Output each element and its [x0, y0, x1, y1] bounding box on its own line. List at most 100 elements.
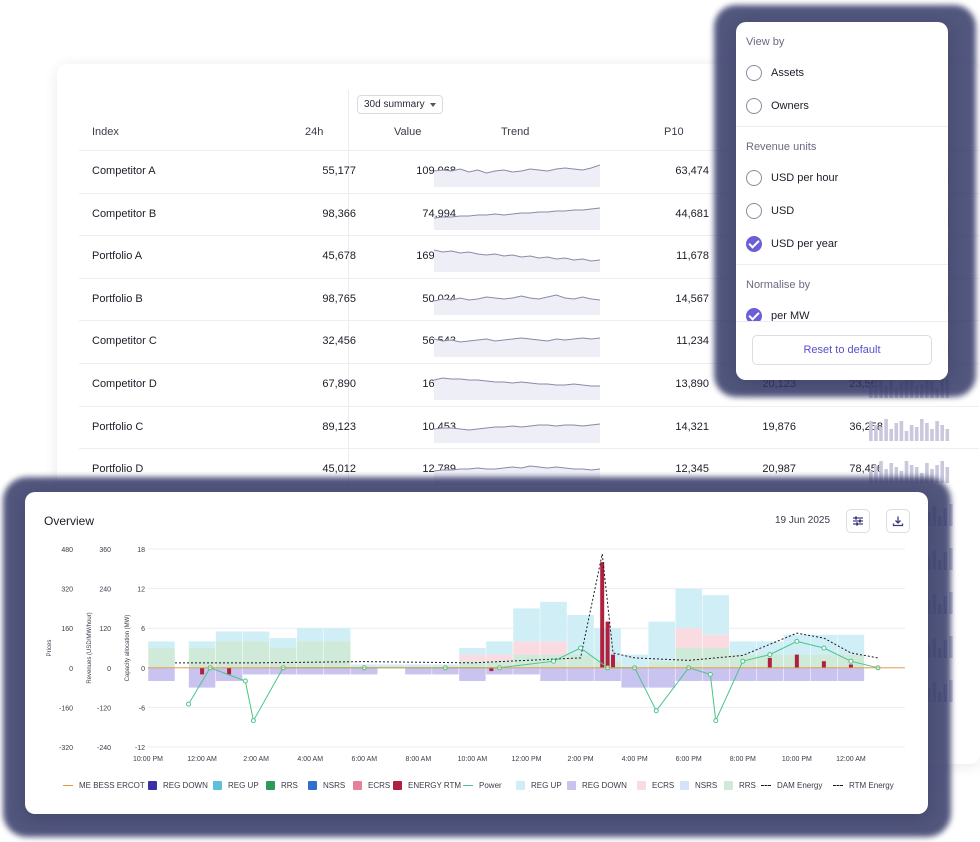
legend-item[interactable]: Power — [463, 781, 502, 790]
table-row[interactable]: Portfolio C 89,123 10,453 14,321 19,876 36,25… — [79, 405, 979, 448]
axis-title-revenues: Revenues (USD/MW/hour) — [87, 612, 93, 683]
cell-index: Portfolio B — [92, 292, 143, 305]
reg-down-bar — [486, 667, 513, 675]
x-tick-label: 12:00 AM — [836, 756, 866, 763]
ecrs-bar — [459, 654, 486, 662]
option-usd-per-year[interactable]: USD per year — [746, 234, 838, 254]
legend-item[interactable]: RRS — [266, 781, 298, 790]
cell-24h: 89,123 — [322, 420, 356, 433]
reg-down-bar — [432, 667, 459, 675]
reg-down-bar — [242, 667, 270, 675]
legend-item[interactable]: NSRS — [308, 781, 345, 790]
overview-date[interactable]: 19 Jun 2025 — [775, 515, 831, 526]
reg-down-bar — [324, 667, 351, 675]
power-point — [767, 652, 773, 658]
power-point — [551, 658, 557, 664]
sliders-icon — [853, 516, 863, 526]
reg-up-bar — [486, 641, 513, 655]
legend-item[interactable]: REG UP — [516, 781, 562, 790]
header-value[interactable]: Value — [394, 126, 422, 138]
summary-period-dropdown[interactable]: 30d summary — [357, 95, 443, 114]
cell-index: Portfolio D — [92, 463, 144, 476]
legend-swatch — [463, 785, 473, 786]
reg-down-bar — [729, 667, 757, 681]
overview-title: Overview — [44, 514, 95, 528]
reg-down-bar — [621, 667, 648, 688]
option-assets[interactable]: Assets — [746, 63, 804, 83]
column-divider — [348, 90, 349, 764]
ecrs-bar — [513, 641, 540, 655]
header-24h[interactable]: 24h — [305, 126, 324, 138]
legend-label: RRS — [281, 781, 298, 790]
legend-label: RTM Energy — [849, 781, 894, 790]
legend-swatch — [266, 781, 275, 790]
reg-up-bar — [215, 631, 243, 642]
trend-sparkline — [434, 249, 600, 273]
energy-rtm-bar — [227, 667, 232, 675]
reg-down-bar — [810, 667, 838, 681]
legend-item[interactable]: REG UP — [213, 781, 259, 790]
power-point — [578, 645, 584, 651]
legend-swatch — [637, 781, 646, 790]
legend-label: REG DOWN — [163, 781, 208, 790]
x-tick-label: 8:00 AM — [406, 756, 432, 763]
option-usd[interactable]: USD — [746, 201, 794, 221]
cell-p10: 14,321 — [675, 420, 709, 433]
summary-period-label: 30d summary — [364, 99, 425, 110]
legend-swatch — [724, 781, 733, 790]
option-per-mw[interactable]: per MW — [746, 306, 810, 326]
radio-icon — [746, 170, 762, 186]
legend-label: NSRS — [323, 781, 346, 790]
legend-item[interactable]: REG DOWN — [148, 781, 208, 790]
header-p10[interactable]: P10 — [664, 126, 684, 138]
y-tick-prices: 480 — [61, 547, 73, 554]
legend-label: RRS — [739, 781, 756, 790]
y-tick-prices: -320 — [59, 745, 73, 752]
cell-p10: 44,681 — [675, 207, 709, 220]
option-label: Assets — [771, 67, 805, 79]
filter-settings-button[interactable] — [846, 509, 870, 533]
cell-24h: 55,177 — [322, 165, 356, 177]
energy-rtm-bar — [611, 654, 616, 668]
reg-down-bar — [675, 667, 702, 681]
x-tick-label: 6:00 AM — [351, 756, 377, 763]
option-owners[interactable]: Owners — [746, 96, 809, 116]
x-tick-label: 10:00 PM — [133, 756, 163, 763]
y-tick-capacity: 18 — [137, 547, 145, 554]
cell-index: Competitor C — [92, 335, 157, 348]
legend-item[interactable]: ECRS — [353, 781, 390, 790]
legend-item[interactable]: ECRS — [637, 781, 674, 790]
energy-rtm-bar — [821, 661, 826, 668]
option-label: Owners — [771, 100, 809, 112]
x-tick-label: 12:00 AM — [187, 756, 217, 763]
y-tick-revenue: -120 — [97, 705, 111, 712]
download-button[interactable] — [886, 509, 910, 533]
legend-item[interactable]: RRS — [724, 781, 756, 790]
reg-up-bar — [675, 588, 702, 629]
normalise-by-title: Normalise by — [746, 279, 811, 291]
legend-item[interactable]: ENERGY RTM — [393, 781, 461, 790]
radio-icon — [746, 65, 762, 81]
y-tick-capacity: 6 — [141, 626, 145, 633]
legend-item[interactable]: RTM Energy — [833, 781, 894, 790]
legend-item[interactable]: DAM Energy — [761, 781, 822, 790]
x-tick-label: 12:00 PM — [512, 756, 542, 763]
power-point — [713, 718, 719, 724]
legend-item[interactable]: REG DOWN — [567, 781, 627, 790]
option-usd-per-hour[interactable]: USD per hour — [746, 168, 838, 188]
legend-label: ME BESS ERCOT — [79, 781, 145, 790]
y-tick-revenue: 120 — [99, 626, 111, 633]
legend-item[interactable]: NSRS — [680, 781, 717, 790]
header-index[interactable]: Index — [92, 126, 119, 138]
chevron-down-icon — [429, 102, 436, 107]
legend-item[interactable]: ME BESS ERCOT — [63, 781, 145, 790]
trend-sparkline — [434, 377, 600, 400]
reg-down-bar — [459, 667, 486, 681]
x-tick-label: 2:00 PM — [568, 756, 594, 763]
legend-swatch — [213, 781, 222, 790]
reset-to-default-button[interactable]: Reset to default — [752, 335, 932, 365]
rrs-bar — [242, 641, 270, 668]
reg-down-bar — [783, 667, 811, 681]
reg-down-bar — [296, 667, 324, 675]
